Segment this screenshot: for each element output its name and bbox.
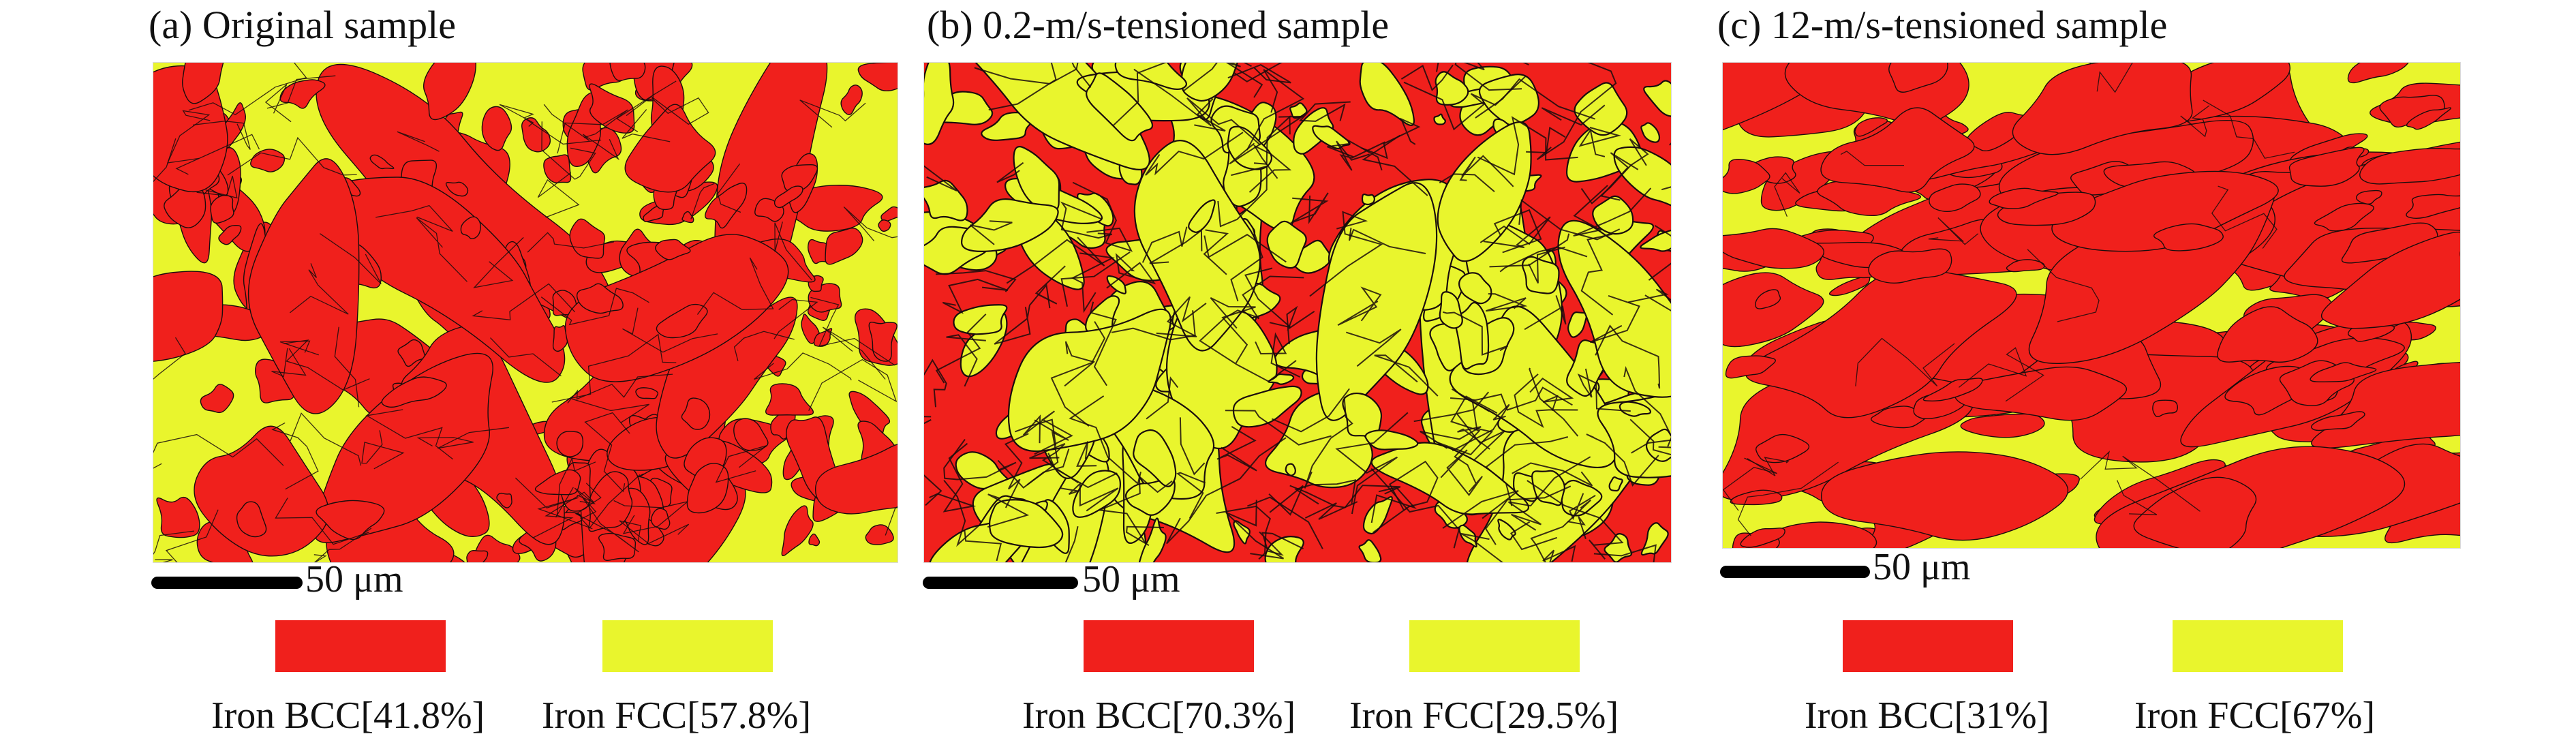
bcc-legend-swatch: [1843, 620, 2013, 672]
panel-title: (c) 12-m/s-tensioned sample: [1717, 3, 2168, 47]
scale-bar: [151, 577, 303, 589]
panel-0-2-m-s: (b) 0.2-m/s-tensioned sample 50 μm Iron …: [886, 0, 1704, 747]
scale-bar-label: 50 μm: [1082, 558, 1180, 600]
fcc-legend-swatch: [1409, 620, 1580, 672]
panel-12-m-s: (c) 12-m/s-tensioned sample 50 μm Iron B…: [1704, 0, 2576, 747]
phase-map-image: [153, 63, 898, 562]
bcc-legend-label: Iron BCC[70.3%]: [1022, 695, 1296, 737]
bcc-legend-swatch: [275, 620, 446, 672]
panel-title: (b) 0.2-m/s-tensioned sample: [927, 3, 1390, 47]
panel-original: (a) Original sample 50 μm Iron BCC[41.8%…: [0, 0, 898, 747]
bcc-legend-label: Iron BCC[41.8%]: [211, 695, 485, 737]
fcc-legend-swatch: [2173, 620, 2343, 672]
scale-bar-label: 50 μm: [1873, 546, 1971, 588]
fcc-legend-label: Iron FCC[67%]: [2134, 695, 2376, 737]
phase-map-image: [924, 63, 1671, 562]
fcc-legend-swatch: [602, 620, 773, 672]
scale-bar: [1720, 566, 1870, 578]
panel-title: (a) Original sample: [149, 3, 456, 47]
fcc-legend-label: Iron FCC[29.5%]: [1349, 695, 1619, 737]
scale-bar: [923, 577, 1078, 589]
fcc-legend-label: Iron FCC[57.8%]: [542, 695, 812, 737]
scale-bar-label: 50 μm: [305, 558, 403, 600]
bcc-legend-swatch: [1084, 620, 1254, 672]
phase-map-image: [1723, 63, 2460, 548]
bcc-legend-label: Iron BCC[31%]: [1805, 695, 2050, 737]
